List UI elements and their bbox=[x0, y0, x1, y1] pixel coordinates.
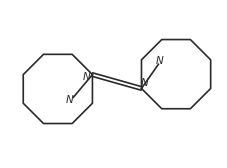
Text: N: N bbox=[83, 72, 91, 82]
Text: N: N bbox=[155, 56, 163, 66]
Text: N: N bbox=[66, 95, 74, 105]
Text: N: N bbox=[140, 78, 148, 88]
